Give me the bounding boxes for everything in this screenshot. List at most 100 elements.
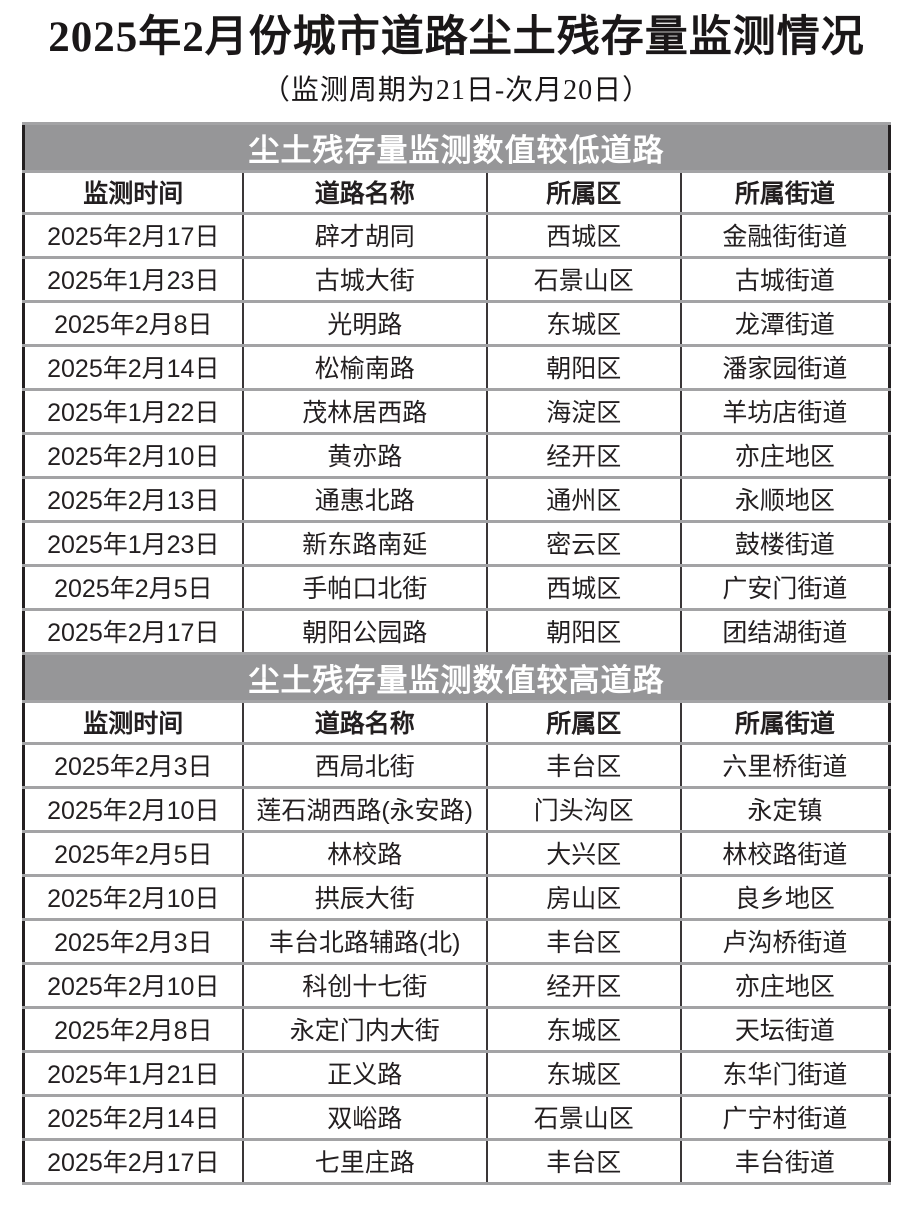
district-cell: 西城区 [485, 563, 682, 611]
monitor-date-cell: 2025年1月23日 [22, 255, 244, 303]
monitor-date-cell: 2025年2月13日 [22, 475, 244, 523]
subdistrict-cell: 团结湖街道 [679, 607, 891, 655]
road-name-cell: 西局北街 [241, 741, 488, 789]
page-title: 2025年2月份城市道路尘土残存量监测情况 [48, 14, 865, 61]
road-name-cell: 朝阳公园路 [241, 607, 488, 655]
column-header: 道路名称 [241, 169, 488, 215]
monitor-date-cell: 2025年2月14日 [22, 343, 244, 391]
table-row: 2025年2月8日 光明路 东城区 龙潭街道 [22, 299, 891, 347]
subdistrict-cell: 卢沟桥街道 [679, 917, 891, 965]
district-cell: 丰台区 [485, 917, 682, 965]
column-header: 道路名称 [241, 699, 488, 745]
table-row: 2025年2月8日 永定门内大街 东城区 天坛街道 [22, 1005, 891, 1053]
district-cell: 密云区 [485, 519, 682, 567]
table-row: 2025年2月5日 手帕口北街 西城区 广安门街道 [22, 563, 891, 611]
district-cell: 朝阳区 [485, 607, 682, 655]
road-name-cell: 茂林居西路 [241, 387, 488, 435]
subdistrict-cell: 潘家园街道 [679, 343, 891, 391]
table-row: 2025年2月10日 黄亦路 经开区 亦庄地区 [22, 431, 891, 479]
monitor-date-cell: 2025年2月5日 [22, 829, 244, 877]
section-header: 尘土残存量监测数值较低道路 [23, 121, 890, 173]
column-header: 所属街道 [679, 699, 891, 745]
column-header: 监测时间 [22, 699, 244, 745]
monitor-date-cell: 2025年2月8日 [22, 1005, 244, 1053]
table-row: 2025年1月22日 茂林居西路 海淀区 羊坊店街道 [22, 387, 891, 435]
district-cell: 朝阳区 [485, 343, 682, 391]
district-cell: 东城区 [485, 299, 682, 347]
district-cell: 通州区 [485, 475, 682, 523]
road-name-cell: 正义路 [241, 1049, 488, 1097]
column-header: 所属区 [485, 699, 682, 745]
table-row: 2025年2月13日 通惠北路 通州区 永顺地区 [22, 475, 891, 523]
subdistrict-cell: 良乡地区 [679, 873, 891, 921]
monitor-date-cell: 2025年2月17日 [22, 607, 244, 655]
column-header: 所属区 [485, 169, 682, 215]
monitor-date-cell: 2025年2月17日 [22, 1137, 244, 1185]
subdistrict-cell: 东华门街道 [679, 1049, 891, 1097]
road-name-cell: 手帕口北街 [241, 563, 488, 611]
subdistrict-cell: 龙潭街道 [679, 299, 891, 347]
subdistrict-cell: 广安门街道 [679, 563, 891, 611]
road-name-cell: 辟才胡同 [241, 211, 488, 259]
district-cell: 丰台区 [485, 741, 682, 789]
subdistrict-cell: 羊坊店街道 [679, 387, 891, 435]
table-row: 2025年2月17日 七里庄路 丰台区 丰台街道 [22, 1137, 891, 1185]
subdistrict-cell: 亦庄地区 [679, 961, 891, 1009]
road-name-cell: 拱辰大街 [241, 873, 488, 921]
district-cell: 房山区 [485, 873, 682, 921]
table-row: 2025年2月14日 双峪路 石景山区 广宁村街道 [22, 1093, 891, 1141]
road-name-cell: 永定门内大街 [241, 1005, 488, 1053]
table-row: 2025年2月14日 松榆南路 朝阳区 潘家园街道 [22, 343, 891, 391]
district-cell: 东城区 [485, 1005, 682, 1053]
subdistrict-cell: 亦庄地区 [679, 431, 891, 479]
section-header: 尘土残存量监测数值较高道路 [23, 651, 890, 703]
section-header-row: 尘土残存量监测数值较高道路 [23, 651, 890, 703]
monitor-date-cell: 2025年1月21日 [22, 1049, 244, 1097]
monitor-date-cell: 2025年2月5日 [22, 563, 244, 611]
district-cell: 东城区 [485, 1049, 682, 1097]
district-cell: 大兴区 [485, 829, 682, 877]
table-row: 2025年2月10日 莲石湖西路(永安路) 门头沟区 永定镇 [22, 785, 891, 833]
column-header: 所属街道 [679, 169, 891, 215]
column-header-row: 监测时间 道路名称 所属区 所属街道 [22, 169, 891, 215]
section-header-row: 尘土残存量监测数值较低道路 [23, 121, 890, 173]
monitor-date-cell: 2025年2月10日 [22, 785, 244, 833]
table-row: 2025年1月21日 正义路 东城区 东华门街道 [22, 1049, 891, 1097]
road-name-cell: 黄亦路 [241, 431, 488, 479]
monitor-date-cell: 2025年2月10日 [22, 431, 244, 479]
monitor-date-cell: 2025年1月23日 [22, 519, 244, 567]
monitor-date-cell: 2025年2月17日 [22, 211, 244, 259]
road-name-cell: 林校路 [241, 829, 488, 877]
column-header: 监测时间 [22, 169, 244, 215]
subdistrict-cell: 永定镇 [679, 785, 891, 833]
road-name-cell: 古城大街 [241, 255, 488, 303]
subdistrict-cell: 丰台街道 [679, 1137, 891, 1185]
monitor-date-cell: 2025年2月3日 [22, 917, 244, 965]
subdistrict-cell: 天坛街道 [679, 1005, 891, 1053]
subdistrict-cell: 林校路街道 [679, 829, 891, 877]
district-cell: 石景山区 [485, 1093, 682, 1141]
table-row: 2025年1月23日 古城大街 石景山区 古城街道 [22, 255, 891, 303]
table-row: 2025年2月10日 拱辰大街 房山区 良乡地区 [22, 873, 891, 921]
road-name-cell: 莲石湖西路(永安路) [241, 785, 488, 833]
district-cell: 经开区 [485, 961, 682, 1009]
table-row: 2025年2月3日 西局北街 丰台区 六里桥街道 [22, 741, 891, 789]
subdistrict-cell: 古城街道 [679, 255, 891, 303]
monitor-date-cell: 2025年2月10日 [22, 873, 244, 921]
subdistrict-cell: 六里桥街道 [679, 741, 891, 789]
road-name-cell: 光明路 [241, 299, 488, 347]
column-header-row: 监测时间 道路名称 所属区 所属街道 [22, 699, 891, 745]
road-name-cell: 新东路南延 [241, 519, 488, 567]
road-name-cell: 通惠北路 [241, 475, 488, 523]
subdistrict-cell: 鼓楼街道 [679, 519, 891, 567]
monitor-date-cell: 2025年2月8日 [22, 299, 244, 347]
monitor-date-cell: 2025年2月3日 [22, 741, 244, 789]
district-cell: 海淀区 [485, 387, 682, 435]
monitor-date-cell: 2025年2月14日 [22, 1093, 244, 1141]
table-row: 2025年2月10日 科创十七街 经开区 亦庄地区 [22, 961, 891, 1009]
road-name-cell: 科创十七街 [241, 961, 488, 1009]
district-cell: 石景山区 [485, 255, 682, 303]
table-row: 2025年2月5日 林校路 大兴区 林校路街道 [22, 829, 891, 877]
table-row: 2025年2月17日 辟才胡同 西城区 金融街街道 [22, 211, 891, 259]
